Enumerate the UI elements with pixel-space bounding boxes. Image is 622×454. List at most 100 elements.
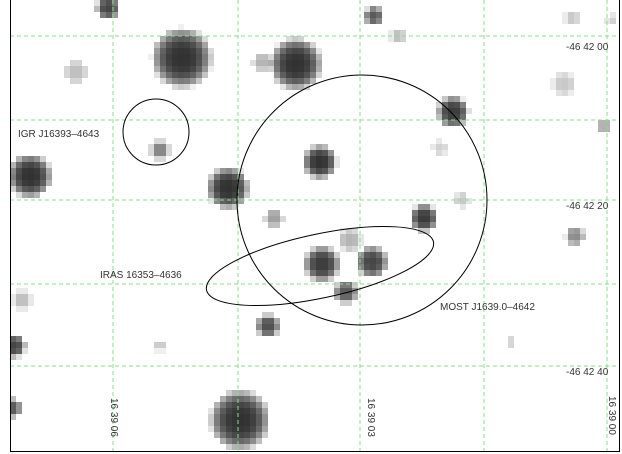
image-pixel (214, 408, 220, 414)
image-pixel (568, 72, 574, 78)
image-pixel (244, 432, 250, 438)
image-pixel (304, 168, 310, 174)
image-pixel (172, 78, 178, 84)
image-pixel (154, 138, 160, 144)
image-pixel (172, 42, 178, 48)
image-pixel (190, 66, 196, 72)
image-pixel (214, 420, 220, 426)
image-pixel (454, 114, 460, 120)
image-pixel (394, 30, 400, 36)
image-pixel (568, 84, 574, 90)
image-pixel (304, 264, 310, 270)
image-pixel (34, 156, 40, 162)
image-pixel (322, 276, 328, 282)
image-pixel (418, 210, 424, 216)
image-pixel (244, 420, 250, 426)
image-pixel (34, 186, 40, 192)
image-pixel (226, 414, 232, 420)
image-pixel (232, 390, 238, 396)
image-pixel (418, 204, 424, 210)
image-pixel (220, 402, 226, 408)
image-pixel (370, 252, 376, 258)
image-pixel (256, 408, 262, 414)
image-pixel (220, 180, 226, 186)
image-pixel (352, 294, 358, 300)
image-pixel (256, 414, 262, 420)
image-pixel (226, 204, 232, 210)
image-pixel (268, 312, 274, 318)
image-pixel (220, 414, 226, 420)
image-pixel (286, 36, 292, 42)
image-pixel (376, 18, 382, 24)
image-pixel (436, 138, 442, 144)
image-pixel (256, 330, 262, 336)
image-pixel (274, 60, 280, 66)
image-pixel (10, 174, 16, 180)
image-pixel (460, 204, 466, 210)
image-pixel (316, 156, 322, 162)
image-pixel (196, 60, 202, 66)
image-pixel (598, 126, 604, 132)
image-pixel (334, 258, 340, 264)
image-pixel (16, 162, 22, 168)
image-pixel (10, 354, 16, 360)
image-pixel (22, 156, 28, 162)
image-pixel (364, 258, 370, 264)
image-pixel (190, 84, 196, 90)
image-pixel (226, 444, 232, 450)
image-pixel (22, 174, 28, 180)
image-pixel (166, 42, 172, 48)
image-pixel (298, 66, 304, 72)
image-pixel (262, 60, 268, 66)
image-pixel (220, 408, 226, 414)
image-pixel (460, 198, 466, 204)
image-pixel (370, 264, 376, 270)
image-pixel (376, 264, 382, 270)
image-pixel (190, 42, 196, 48)
image-pixel (268, 60, 274, 66)
image-pixel (316, 264, 322, 270)
image-pixel (448, 108, 454, 114)
image-pixel (316, 174, 322, 180)
image-pixel (16, 336, 22, 342)
image-pixel (310, 78, 316, 84)
image-pixel (322, 264, 328, 270)
image-pixel (22, 186, 28, 192)
image-pixel (460, 102, 466, 108)
ra-label-3: 16 39 00 (606, 396, 617, 435)
image-pixel (22, 162, 28, 168)
image-pixel (304, 150, 310, 156)
image-pixel (166, 36, 172, 42)
image-pixel (166, 66, 172, 72)
image-pixel (268, 66, 274, 72)
image-pixel (310, 72, 316, 78)
image-pixel (16, 186, 22, 192)
image-pixel (310, 258, 316, 264)
image-pixel (382, 258, 388, 264)
image-pixel (250, 420, 256, 426)
dec-label-1: -46 42 00 (566, 42, 609, 53)
image-pixel (22, 180, 28, 186)
image-pixel (166, 144, 172, 150)
image-pixel (220, 396, 226, 402)
image-pixel (10, 396, 16, 402)
image-pixel (256, 318, 262, 324)
image-pixel (340, 228, 346, 234)
image-pixel (262, 420, 268, 426)
image-pixel (322, 270, 328, 276)
image-pixel (22, 342, 28, 348)
image-pixel (28, 174, 34, 180)
image-pixel (436, 150, 442, 156)
image-pixel (556, 72, 562, 78)
image-pixel (370, 12, 376, 18)
image-pixel (208, 198, 214, 204)
image-pixel (220, 438, 226, 444)
image-pixel (430, 144, 436, 150)
image-pixel (346, 246, 352, 252)
image-pixel (232, 444, 238, 450)
image-pixel (328, 270, 334, 276)
image-pixel (148, 54, 154, 60)
image-pixel (232, 192, 238, 198)
image-pixel (346, 288, 352, 294)
